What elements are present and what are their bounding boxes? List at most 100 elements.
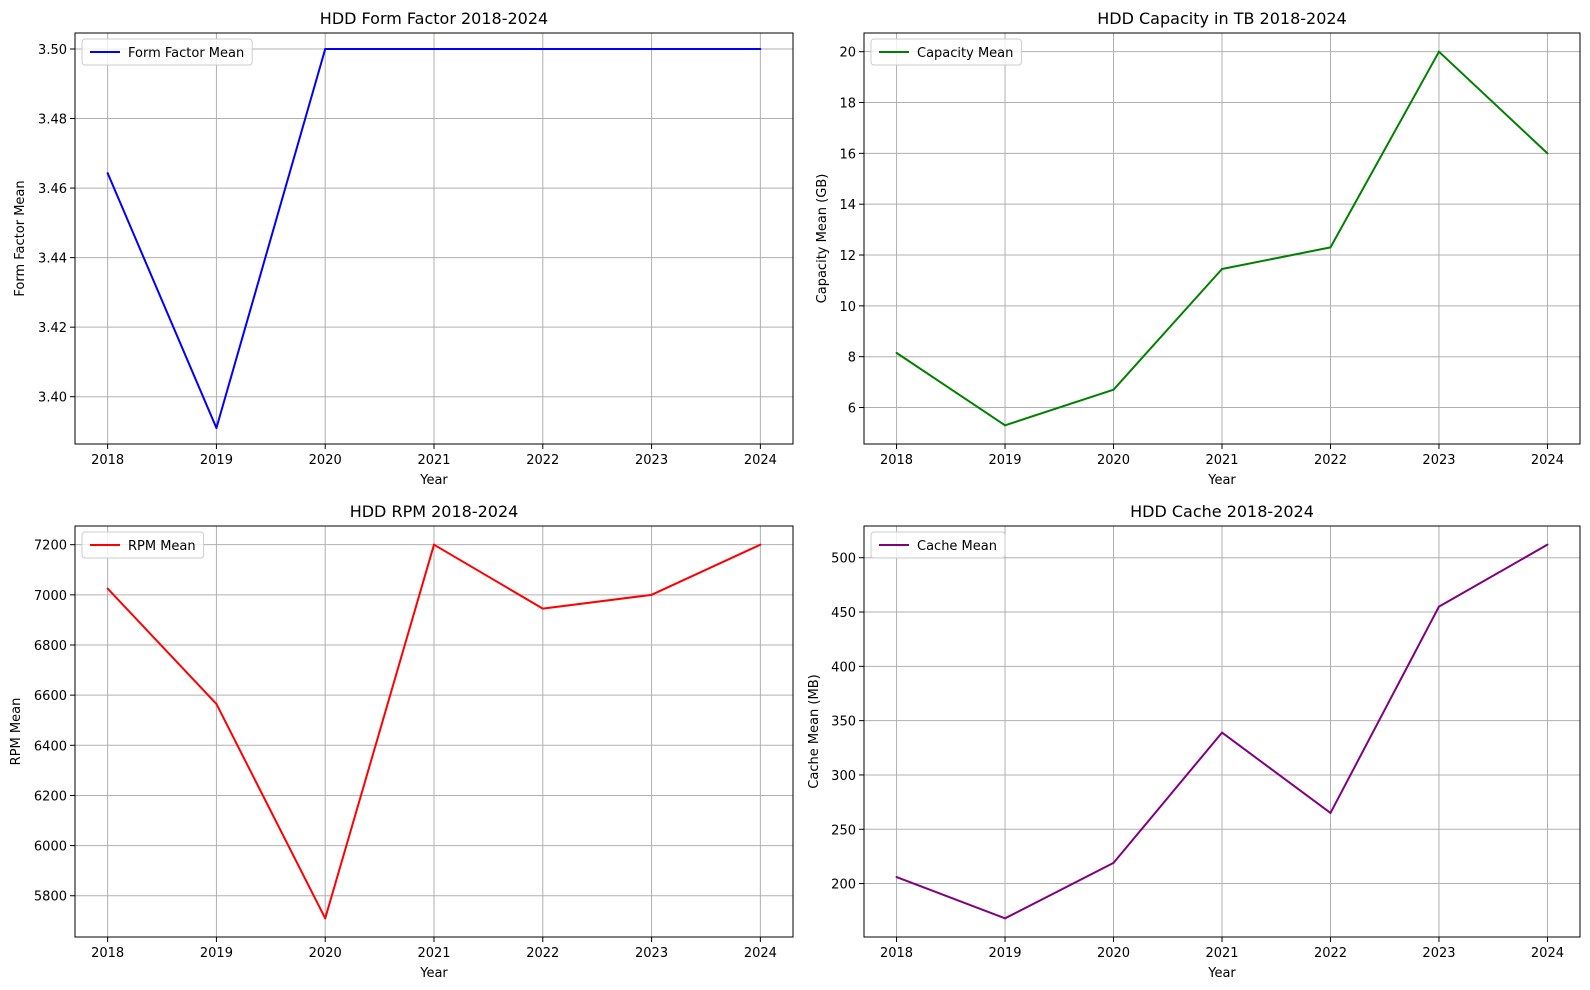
y-tick-label: 300 bbox=[831, 769, 856, 784]
data-point bbox=[895, 351, 898, 354]
y-axis-label: Form Factor Mean bbox=[13, 180, 28, 296]
data-point bbox=[650, 593, 653, 596]
x-tick-label: 2018 bbox=[880, 946, 913, 961]
data-point bbox=[1112, 861, 1115, 864]
data-point bbox=[1329, 811, 1332, 814]
y-tick-label: 6200 bbox=[34, 789, 67, 804]
x-tick-label: 2024 bbox=[744, 946, 777, 961]
x-tick-label: 2020 bbox=[309, 453, 342, 468]
chart-panel-2: 2018 2019 2020 2021 2022 2023 2024 6 8 10 12 14 16 18… bbox=[815, 9, 1581, 488]
y-tick-label: 7200 bbox=[34, 539, 67, 554]
y-tick-label: 6 bbox=[848, 402, 856, 417]
data-point bbox=[433, 543, 435, 546]
legend-label: Capacity Mean bbox=[917, 46, 1013, 61]
chart-panel-1: 2018 2019 2020 2021 2022 2023 2024 3.40 3.42 3.44… bbox=[13, 9, 794, 488]
x-tick-label: 2024 bbox=[1531, 453, 1564, 468]
y-axis-label: RPM Mean bbox=[9, 698, 24, 766]
y-tick-label: 3.50 bbox=[38, 43, 67, 58]
data-point bbox=[324, 47, 327, 50]
x-tick-label: 2021 bbox=[1205, 453, 1238, 468]
legend-box bbox=[81, 38, 253, 66]
x-tick-label: 2018 bbox=[91, 453, 124, 468]
data-point bbox=[895, 876, 898, 879]
y-tick-label: 16 bbox=[839, 147, 856, 162]
plot-frame bbox=[863, 32, 1581, 445]
chart-panel-4: 2018 2019 2020 2021 2022 2023 2024 200 250 300 350… bbox=[807, 502, 1581, 981]
y-axis-label: Cache Mean (MB) bbox=[807, 674, 822, 788]
x-tick-label: 2021 bbox=[417, 946, 450, 961]
data-point bbox=[1004, 424, 1007, 427]
x-tick-label: 2024 bbox=[744, 453, 777, 468]
y-tick-label: 6400 bbox=[34, 739, 67, 754]
y-tick-label: 12 bbox=[839, 249, 856, 264]
x-tick-label: 2020 bbox=[1097, 453, 1130, 468]
data-point bbox=[1221, 268, 1223, 271]
data-point bbox=[324, 917, 327, 920]
plot-frame bbox=[863, 525, 1581, 938]
data-point bbox=[433, 47, 435, 50]
x-tick-label: 2023 bbox=[635, 946, 668, 961]
y-axis-label: Capacity Mean (GB) bbox=[815, 174, 830, 304]
data-point bbox=[1112, 388, 1115, 391]
x-tick-label: 2022 bbox=[1314, 946, 1347, 961]
x-tick-label: 2019 bbox=[988, 453, 1021, 468]
x-axis-label: Year bbox=[419, 473, 448, 488]
legend-label: Form Factor Mean bbox=[128, 46, 244, 61]
data-point bbox=[106, 172, 109, 175]
legend: Capacity Mean bbox=[870, 38, 1022, 66]
x-tick-label: 2022 bbox=[526, 946, 559, 961]
y-tick-label: 3.44 bbox=[38, 252, 67, 267]
data-point bbox=[1437, 50, 1440, 53]
data-point bbox=[759, 543, 762, 546]
x-tick-label: 2018 bbox=[880, 453, 913, 468]
data-point bbox=[1546, 152, 1549, 155]
x-tick-label: 2019 bbox=[988, 946, 1021, 961]
y-tick-label: 450 bbox=[831, 606, 856, 621]
data-point bbox=[541, 47, 544, 50]
legend-label: Cache Mean bbox=[917, 539, 997, 554]
y-tick-label: 18 bbox=[839, 97, 856, 112]
legend-label: RPM Mean bbox=[128, 539, 196, 554]
x-tick-label: 2019 bbox=[200, 946, 233, 961]
legend: Form Factor Mean bbox=[81, 38, 253, 66]
data-point bbox=[541, 607, 544, 610]
x-tick-label: 2020 bbox=[1097, 946, 1130, 961]
x-tick-label: 2021 bbox=[417, 453, 450, 468]
y-tick-label: 6800 bbox=[34, 639, 67, 654]
x-tick-label: 2022 bbox=[1314, 453, 1347, 468]
legend: RPM Mean bbox=[81, 531, 205, 559]
data-point bbox=[1546, 543, 1549, 546]
legend: Cache Mean bbox=[870, 531, 1006, 559]
data-point bbox=[1329, 246, 1332, 249]
chart-title: HDD Cache 2018-2024 bbox=[1130, 502, 1314, 521]
y-tick-label: 6000 bbox=[34, 840, 67, 855]
x-tick-label: 2023 bbox=[635, 453, 668, 468]
data-point bbox=[1221, 731, 1223, 734]
legend-box bbox=[870, 531, 1006, 559]
y-tick-label: 3.48 bbox=[38, 113, 67, 128]
y-tick-label: 5800 bbox=[34, 890, 67, 905]
chart-title: HDD Form Factor 2018-2024 bbox=[320, 9, 548, 28]
x-tick-label: 2023 bbox=[1422, 946, 1455, 961]
y-tick-label: 3.40 bbox=[38, 391, 67, 406]
y-tick-label: 7000 bbox=[34, 589, 67, 604]
chart-title: HDD Capacity in TB 2018-2024 bbox=[1097, 9, 1346, 28]
y-tick-label: 6600 bbox=[34, 689, 67, 704]
y-tick-label: 3.42 bbox=[38, 321, 67, 336]
data-point bbox=[759, 47, 762, 50]
plot-frame bbox=[74, 32, 794, 445]
x-axis-label: Year bbox=[1207, 473, 1236, 488]
y-tick-label: 200 bbox=[831, 878, 856, 893]
x-axis-label: Year bbox=[419, 966, 448, 981]
chart-panel-3: 2018 2019 2020 2021 2022 2023 2024 5800 6000 6200… bbox=[9, 502, 794, 981]
data-point bbox=[215, 427, 218, 430]
x-tick-label: 2019 bbox=[200, 453, 233, 468]
data-point bbox=[1004, 917, 1007, 920]
data-point bbox=[1437, 605, 1440, 608]
chart-title: HDD RPM 2018-2024 bbox=[350, 502, 519, 521]
x-tick-label: 2023 bbox=[1422, 453, 1455, 468]
data-point bbox=[106, 587, 109, 590]
y-tick-label: 3.46 bbox=[38, 182, 67, 197]
x-axis-label: Year bbox=[1207, 966, 1236, 981]
